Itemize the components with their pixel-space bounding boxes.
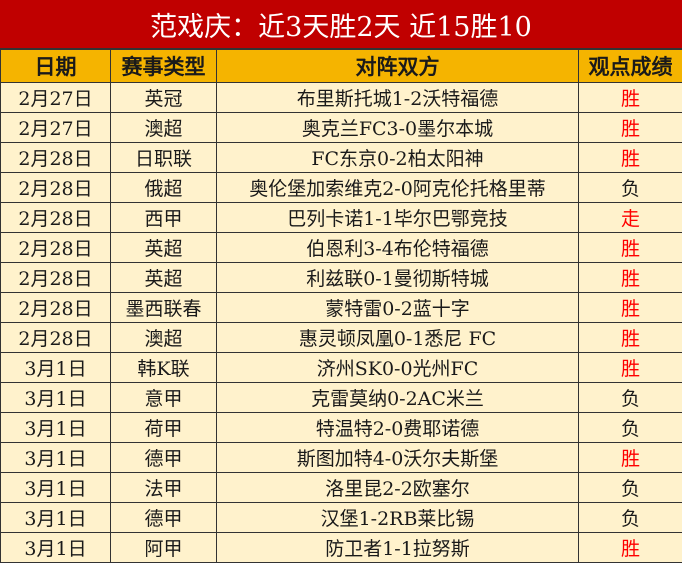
date-cell: 3月1日 [1, 443, 111, 473]
result-cell: 负 [579, 413, 682, 443]
match-cell: 防卫者1-1拉努斯 [217, 533, 579, 563]
league-cell: 阿甲 [111, 533, 217, 563]
table-row: 2月28日英超伯恩利3-4布伦特福德胜 [1, 233, 682, 263]
result-cell: 负 [579, 383, 682, 413]
date-cell: 2月27日 [1, 83, 111, 113]
table-row: 3月1日阿甲防卫者1-1拉努斯胜 [1, 533, 682, 563]
match-cell: 斯图加特4-0沃尔夫斯堡 [217, 443, 579, 473]
league-cell: 英超 [111, 263, 217, 293]
table-row: 2月28日西甲巴列卡诺1-1毕尔巴鄂竞技走 [1, 203, 682, 233]
result-cell: 胜 [579, 293, 682, 323]
table-row: 3月1日荷甲特温特2-0费耶诺德负 [1, 413, 682, 443]
match-cell: 利兹联0-1曼彻斯特城 [217, 263, 579, 293]
date-cell: 3月1日 [1, 503, 111, 533]
date-cell: 2月28日 [1, 263, 111, 293]
result-cell: 负 [579, 473, 682, 503]
table-row: 2月28日墨西联春蒙特雷0-2蓝十字胜 [1, 293, 682, 323]
date-cell: 2月28日 [1, 203, 111, 233]
match-cell: 汉堡1-2RB莱比锡 [217, 503, 579, 533]
table-row: 2月27日澳超奥克兰FC3-0墨尔本城胜 [1, 113, 682, 143]
table-row: 2月28日俄超奥伦堡加索维克2-0阿克伦托格里蒂负 [1, 173, 682, 203]
result-cell: 胜 [579, 323, 682, 353]
table-row: 3月1日德甲斯图加特4-0沃尔夫斯堡胜 [1, 443, 682, 473]
table-row: 3月1日法甲洛里昆2-2欧塞尔负 [1, 473, 682, 503]
match-cell: 巴列卡诺1-1毕尔巴鄂竞技 [217, 203, 579, 233]
match-cell: 克雷莫纳0-2AC米兰 [217, 383, 579, 413]
date-cell: 3月1日 [1, 413, 111, 443]
match-cell: 惠灵顿凤凰0-1悉尼 FC [217, 323, 579, 353]
league-cell: 德甲 [111, 503, 217, 533]
match-cell: 伯恩利3-4布伦特福德 [217, 233, 579, 263]
date-cell: 2月28日 [1, 233, 111, 263]
result-cell: 负 [579, 503, 682, 533]
date-cell: 2月28日 [1, 143, 111, 173]
date-cell: 2月28日 [1, 293, 111, 323]
date-cell: 2月28日 [1, 323, 111, 353]
date-cell: 3月1日 [1, 353, 111, 383]
league-cell: 西甲 [111, 203, 217, 233]
result-cell: 走 [579, 203, 682, 233]
table-row: 3月1日德甲汉堡1-2RB莱比锡负 [1, 503, 682, 533]
league-cell: 日职联 [111, 143, 217, 173]
match-cell: 布里斯托城1-2沃特福德 [217, 83, 579, 113]
result-cell: 负 [579, 173, 682, 203]
league-cell: 墨西联春 [111, 293, 217, 323]
league-cell: 澳超 [111, 113, 217, 143]
result-cell: 胜 [579, 143, 682, 173]
league-cell: 韩K联 [111, 353, 217, 383]
table-row: 3月1日意甲克雷莫纳0-2AC米兰负 [1, 383, 682, 413]
league-cell: 法甲 [111, 473, 217, 503]
match-cell: 洛里昆2-2欧塞尔 [217, 473, 579, 503]
league-cell: 英超 [111, 233, 217, 263]
match-cell: 奥克兰FC3-0墨尔本城 [217, 113, 579, 143]
league-cell: 意甲 [111, 383, 217, 413]
result-cell: 胜 [579, 233, 682, 263]
result-cell: 胜 [579, 83, 682, 113]
date-cell: 2月27日 [1, 113, 111, 143]
result-cell: 胜 [579, 443, 682, 473]
league-cell: 荷甲 [111, 413, 217, 443]
header-match: 对阵双方 [217, 50, 579, 83]
header-result: 观点成绩 [579, 50, 682, 83]
match-cell: 蒙特雷0-2蓝十字 [217, 293, 579, 323]
date-cell: 3月1日 [1, 473, 111, 503]
result-cell: 胜 [579, 113, 682, 143]
match-cell: 济州SK0-0光州FC [217, 353, 579, 383]
league-cell: 德甲 [111, 443, 217, 473]
date-cell: 3月1日 [1, 383, 111, 413]
result-cell: 胜 [579, 263, 682, 293]
match-cell: FC东京0-2柏太阳神 [217, 143, 579, 173]
header-row: 日期 赛事类型 对阵双方 观点成绩 [1, 50, 682, 83]
header-league: 赛事类型 [111, 50, 217, 83]
result-cell: 胜 [579, 533, 682, 563]
header-date: 日期 [1, 50, 111, 83]
league-cell: 俄超 [111, 173, 217, 203]
table-row: 2月28日英超利兹联0-1曼彻斯特城胜 [1, 263, 682, 293]
date-cell: 3月1日 [1, 533, 111, 563]
league-cell: 英冠 [111, 83, 217, 113]
date-cell: 2月28日 [1, 173, 111, 203]
page-title: 范戏庆：近3天胜2天 近15胜10 [0, 0, 682, 49]
match-cell: 奥伦堡加索维克2-0阿克伦托格里蒂 [217, 173, 579, 203]
league-cell: 澳超 [111, 323, 217, 353]
table-row: 2月27日英冠布里斯托城1-2沃特福德胜 [1, 83, 682, 113]
match-cell: 特温特2-0费耶诺德 [217, 413, 579, 443]
result-cell: 胜 [579, 353, 682, 383]
